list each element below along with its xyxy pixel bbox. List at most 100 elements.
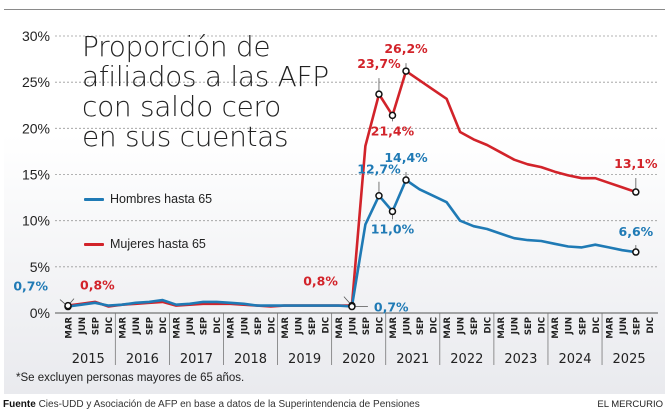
data-label: 14,4% (384, 150, 428, 165)
legend-item-men: Hombres hasta 65 (84, 192, 212, 206)
year-label: 2021 (396, 352, 429, 367)
x-tick-label: DIC (646, 317, 656, 333)
chart-panel (4, 12, 665, 394)
year-label: 2024 (558, 352, 591, 367)
x-tick-label: JUN (294, 317, 304, 335)
y-tick-label: 10% (22, 213, 50, 229)
data-label: 0,8% (80, 278, 115, 293)
x-tick-label: DIC (430, 317, 440, 333)
y-tick-label: 5% (30, 259, 50, 275)
data-label: 0,7% (374, 300, 409, 315)
source-line: Fuente Cies-UDD y Asociación de AFP en b… (3, 399, 420, 410)
chart-title-line: en sus cuentas (82, 120, 289, 153)
year-label: 2017 (180, 352, 213, 367)
y-tick-label: 20% (22, 120, 50, 136)
chart-title: Proporción de afiliados a las AFP con sa… (82, 32, 329, 152)
x-tick-label: SEP (308, 317, 318, 335)
x-tick-label: DIC (159, 317, 169, 333)
y-tick-label: 25% (22, 74, 50, 90)
data-label: 0,7% (13, 279, 48, 294)
data-point-marker (632, 188, 640, 196)
annotation-layer: 0,7% 0,8% 0,8% 0,7% 23,7% 21,4% 26,2% 12,7% 11,0… (13, 41, 658, 314)
chart-title-line: Proporción de (82, 30, 271, 63)
x-tick-label: DIC (105, 317, 115, 333)
x-tick-label: MAR (65, 317, 75, 339)
x-tick-label: DIC (375, 317, 385, 333)
data-label: 12,7% (357, 162, 401, 177)
x-tick-label: MAR (443, 317, 453, 339)
y-tick-label: 0% (30, 305, 50, 321)
data-point-marker (348, 302, 356, 311)
x-tick-label: JUN (132, 317, 142, 335)
year-label: 2022 (450, 352, 483, 367)
chart-title-line: con saldo cero (82, 90, 281, 123)
x-tick-label: MAR (551, 317, 561, 339)
x-tick-label: JUN (457, 317, 467, 335)
x-tick-label: DIC (538, 317, 548, 333)
data-point-marker (375, 90, 383, 98)
data-point-marker (64, 301, 72, 310)
x-tick-label: SEP (632, 317, 642, 335)
grid-layer (55, 35, 658, 268)
brand-logo: EL MERCURIO (597, 399, 663, 410)
x-tick-label: JUN (619, 317, 629, 335)
legend-swatch-women (84, 242, 104, 246)
year-label: 2019 (288, 352, 321, 367)
source-text: Cies-UDD y Asociación de AFP en base a d… (38, 399, 420, 410)
data-label: 23,7% (357, 56, 401, 71)
year-label: 2020 (342, 352, 375, 367)
data-label: 13,1% (614, 156, 658, 171)
legend-item-women: Mujeres hasta 65 (84, 237, 206, 251)
data-label: 21,4% (371, 123, 415, 138)
year-label: 2025 (613, 352, 646, 367)
x-tick-label: JUN (186, 317, 196, 335)
x-tick-label: JUN (403, 317, 413, 335)
data-point-marker (388, 207, 397, 216)
y-tick-label: 15% (22, 167, 50, 183)
data-label: 11,0% (371, 221, 415, 236)
top-rule (4, 9, 665, 10)
x-tick-label: SEP (254, 317, 264, 335)
x-tick-label: DIC (213, 317, 223, 333)
x-tick-label: MAR (119, 317, 129, 339)
x-tick-label: MAR (605, 317, 615, 339)
x-tick-label: DIC (484, 317, 494, 333)
legend-label-women: Mujeres hasta 65 (110, 237, 206, 251)
x-tick-label: MAR (389, 317, 399, 339)
x-tick-label: SEP (362, 317, 372, 335)
source-label: Fuente (3, 399, 36, 410)
legend-label-men: Hombres hasta 65 (110, 192, 213, 206)
x-tick-label: JUN (565, 317, 575, 335)
x-tick-label: JUN (348, 317, 358, 335)
legend-swatch-men (84, 197, 104, 201)
y-axis: 0% 5% 10% 15% 20% 25% 30% (22, 28, 50, 321)
x-tick-label: JUN (511, 317, 521, 335)
year-label: 2018 (234, 352, 267, 367)
x-tick-label: SEP (92, 317, 102, 335)
x-tick-label: DIC (267, 317, 277, 333)
data-label: 26,2% (384, 41, 428, 56)
x-tick-label: MAR (335, 317, 345, 339)
year-label: 2015 (72, 352, 105, 367)
x-tick-label: SEP (470, 317, 480, 335)
data-point-marker (632, 248, 640, 256)
x-tick-label: MAR (497, 317, 507, 339)
x-tick-label: JUN (240, 317, 250, 335)
x-tick-label: MAR (173, 317, 183, 339)
y-tick-label: 30% (22, 28, 50, 44)
x-tick-label: JUN (78, 317, 88, 335)
x-tick-label: SEP (200, 317, 210, 335)
data-label: 6,6% (619, 224, 654, 239)
x-tick-label: SEP (578, 317, 588, 335)
x-tick-label: SEP (146, 317, 156, 335)
data-point-marker (402, 176, 410, 184)
year-label: 2023 (504, 352, 537, 367)
x-tick-label: MAR (281, 317, 291, 339)
chart-title-line: afiliados a las AFP (82, 60, 329, 93)
data-label: 0,8% (303, 274, 338, 289)
footnote: *Se excluyen personas mayores de 65 años… (16, 372, 245, 384)
x-tick-label: DIC (592, 317, 602, 333)
data-point-marker (375, 191, 383, 200)
